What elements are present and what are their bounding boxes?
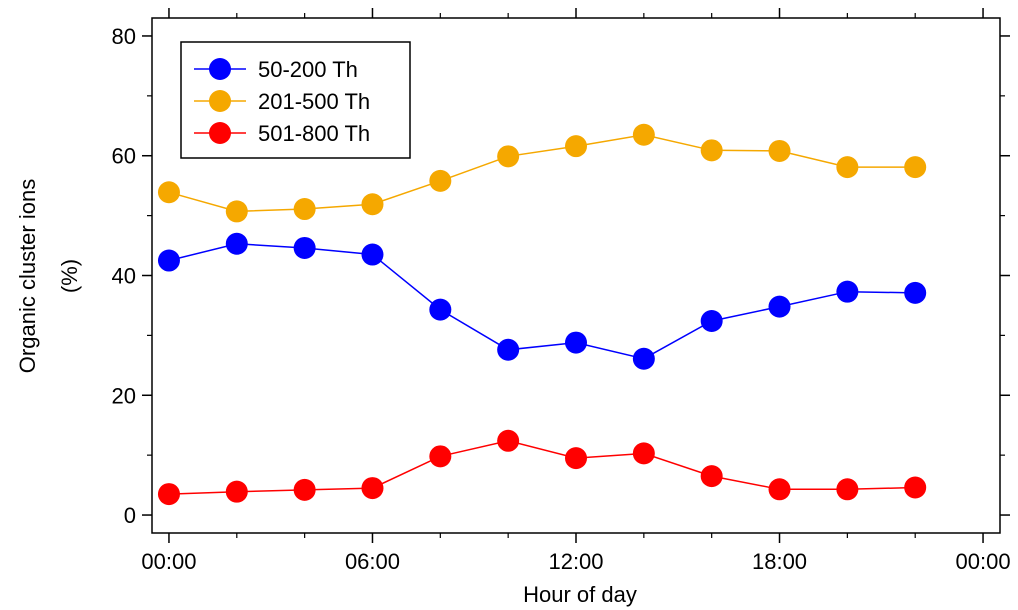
x-tick-labels: 00:00 06:00 12:00 18:00 00:00 — [141, 549, 1010, 574]
data-point-series-1 — [293, 236, 316, 259]
legend-marker-3 — [209, 122, 231, 144]
data-point-series-1 — [225, 232, 248, 255]
x-axis-label: Hour of day — [523, 582, 637, 607]
series-line-3 — [168, 440, 916, 495]
data-point-series-3 — [632, 442, 655, 465]
data-point-series-3 — [157, 483, 180, 506]
data-point-series-2 — [293, 198, 316, 221]
x-tick-label: 18:00 — [752, 549, 807, 574]
x-tick-label: 00:00 — [141, 549, 196, 574]
legend-marker-2 — [209, 90, 231, 112]
y-tick-label: 20 — [112, 383, 136, 408]
y-tick-label: 40 — [112, 264, 136, 289]
data-point-series-1 — [836, 280, 859, 303]
data-point-series-1 — [157, 249, 180, 272]
series-layer — [157, 123, 927, 506]
data-point-series-3 — [225, 480, 248, 503]
data-point-series-1 — [700, 310, 723, 333]
data-point-series-1 — [768, 295, 791, 318]
data-point-series-1 — [904, 281, 927, 304]
data-point-series-2 — [157, 181, 180, 204]
data-point-series-2 — [429, 169, 452, 192]
data-point-series-2 — [565, 135, 587, 158]
axis-ticks — [142, 8, 1010, 543]
data-point-series-3 — [497, 429, 520, 452]
y-tick-label: 0 — [124, 503, 136, 528]
y-axis-label-line2: (%) — [57, 259, 82, 293]
y-tick-label: 80 — [112, 24, 136, 49]
x-tick-label: 06:00 — [345, 549, 400, 574]
data-point-series-2 — [225, 200, 248, 223]
legend-label-1: 50-200 Th — [258, 57, 358, 82]
data-point-series-2 — [632, 123, 655, 146]
x-tick-label: 00:00 — [956, 549, 1011, 574]
data-point-series-2 — [361, 193, 384, 216]
y-tick-labels: 0 20 40 60 80 — [112, 24, 136, 528]
series-line-1 — [168, 243, 916, 360]
y-axis-label-line1: Organic cluster ions — [15, 179, 40, 373]
data-point-series-2 — [497, 145, 520, 168]
x-tick-label: 12:00 — [548, 549, 603, 574]
series-line-2 — [168, 134, 916, 213]
data-point-series-3 — [293, 478, 316, 501]
legend-entry-1: 50-200 Th — [194, 57, 358, 82]
legend-marker-1 — [209, 58, 231, 80]
data-point-series-2 — [904, 156, 927, 179]
data-point-series-1 — [429, 298, 452, 321]
data-point-series-3 — [904, 476, 927, 499]
data-point-series-3 — [768, 478, 791, 501]
data-point-series-3 — [565, 447, 587, 470]
data-point-series-2 — [836, 156, 859, 179]
legend-entry-2: 201-500 Th — [194, 89, 370, 114]
legend-entry-3: 501-800 Th — [194, 121, 370, 146]
data-point-series-3 — [836, 478, 859, 501]
data-point-series-3 — [700, 465, 723, 488]
data-point-series-3 — [361, 477, 384, 500]
data-point-series-2 — [768, 139, 791, 162]
data-point-series-1 — [361, 243, 384, 266]
data-point-series-2 — [700, 139, 723, 162]
y-tick-label: 60 — [112, 144, 136, 169]
legend-label-2: 201-500 Th — [258, 89, 370, 114]
data-point-series-3 — [429, 445, 452, 468]
legend-label-3: 501-800 Th — [258, 121, 370, 146]
data-point-series-1 — [497, 338, 520, 361]
legend: 50-200 Th 201-500 Th 501-800 Th — [180, 41, 411, 159]
data-point-series-1 — [632, 347, 655, 370]
data-point-series-1 — [565, 331, 587, 354]
